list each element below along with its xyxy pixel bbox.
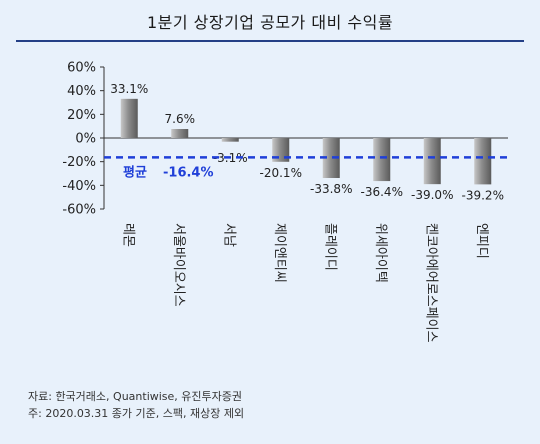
y-tick-label: 60%: [67, 61, 96, 76]
bar: [221, 138, 239, 142]
footer: 자료: 한국거래소, Quantiwise, 유진투자증권 주: 2020.03…: [28, 388, 244, 422]
x-tick-label: 제이앤티씨: [272, 223, 287, 283]
source-note: 자료: 한국거래소, Quantiwise, 유진투자증권: [28, 390, 243, 403]
y-tick-label: 40%: [67, 84, 96, 99]
y-tick-label: -60%: [62, 203, 96, 218]
x-tick-label: 서울바이오시스: [171, 223, 186, 307]
bar: [171, 129, 189, 138]
footnote: 주: 2020.03.31 종가 기준, 스팩, 재상장 제외: [28, 407, 245, 420]
data-label: -33.8%: [310, 182, 352, 196]
bar: [373, 138, 391, 182]
title-area: 1분기 상장기업 공모가 대비 수익률: [0, 0, 540, 40]
bar-chart: 60%40%20%0%-20%-40%-60%33.1%7.6%-3.1%-20…: [62, 61, 508, 343]
x-tick-label: 서남: [221, 223, 236, 247]
x-tick-label: 위세아이텍: [373, 223, 388, 283]
data-label: -36.4%: [361, 185, 403, 199]
y-tick-label: 20%: [67, 108, 96, 123]
x-tick-label: 켄코아에어로스페이스: [423, 223, 438, 343]
average-value-label: -16.4%: [163, 165, 214, 180]
x-tick-label: 플레이디: [322, 223, 337, 271]
bar: [272, 138, 290, 162]
data-label: -39.2%: [462, 188, 504, 202]
bar: [423, 138, 441, 185]
y-tick-label: -20%: [62, 155, 96, 170]
x-tick-label: 레몬: [120, 223, 135, 247]
title-divider: [16, 40, 524, 42]
bar: [322, 138, 340, 178]
average-label: 평균: [123, 164, 147, 180]
data-label: -20.1%: [260, 166, 302, 180]
bar: [120, 98, 138, 138]
data-label: 7.6%: [165, 112, 196, 126]
y-tick-label: -40%: [62, 179, 96, 194]
chart-title: 1분기 상장기업 공모가 대비 수익률: [146, 13, 394, 32]
x-tick-label: 엔피디: [474, 223, 489, 259]
data-label: -39.0%: [411, 188, 453, 202]
bar: [474, 138, 492, 185]
y-tick-label: 0%: [75, 132, 96, 147]
data-label: 33.1%: [110, 82, 148, 96]
